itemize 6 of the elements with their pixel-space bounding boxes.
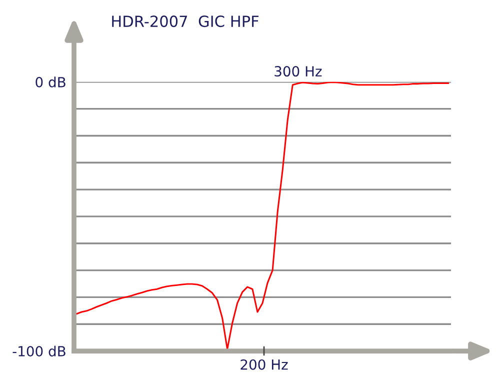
chart-title: HDR-2007 GIC HPF	[112, 16, 258, 28]
y-tick-label: 0 dB	[36, 76, 66, 88]
line-series	[76, 82, 450, 350]
text: 300 Hz	[274, 66, 322, 77]
text: 200 Hz	[240, 359, 288, 370]
y-tick-label: -100 dB	[12, 346, 66, 356]
